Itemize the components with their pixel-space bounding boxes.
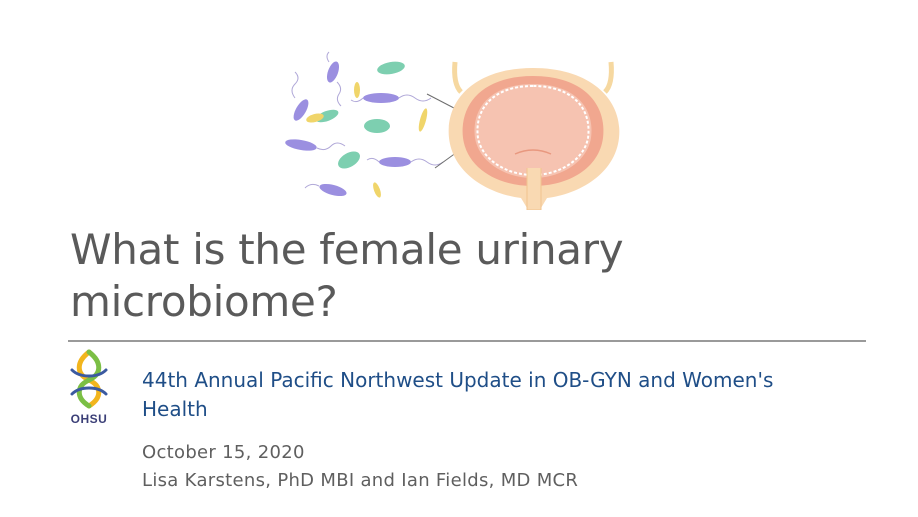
bladder [448,61,620,210]
bacterium-purple [326,51,342,107]
bacterium-teal [364,119,390,133]
presentation-date: October 15, 2020 [142,442,305,463]
bacterium-yellow [306,113,324,123]
slide-title: What is the female urinary microbiome? [70,225,624,326]
bacteria-cluster [285,51,444,198]
bacterium-purple [285,139,346,151]
bacterium-purple [304,183,347,197]
presenters: Lisa Karstens, PhD MBI and Ian Fields, M… [142,470,579,491]
bacterium-purple [366,157,444,167]
ohsu-logo-icon [70,349,108,409]
bacterium-purple [350,93,432,103]
bacterium-yellow [418,108,428,132]
bacterium-yellow [354,82,360,98]
bacterium-teal [338,151,360,169]
bacterium-purple [291,71,309,121]
title-divider [68,340,866,342]
bacteria-bladder-illustration [285,51,620,210]
ohsu-logo-text: OHSU [70,412,108,426]
bacterium-teal [377,61,405,75]
bacterium-yellow [373,182,381,198]
event-name: 44th Annual Pacific Northwest Update in … [142,368,774,421]
